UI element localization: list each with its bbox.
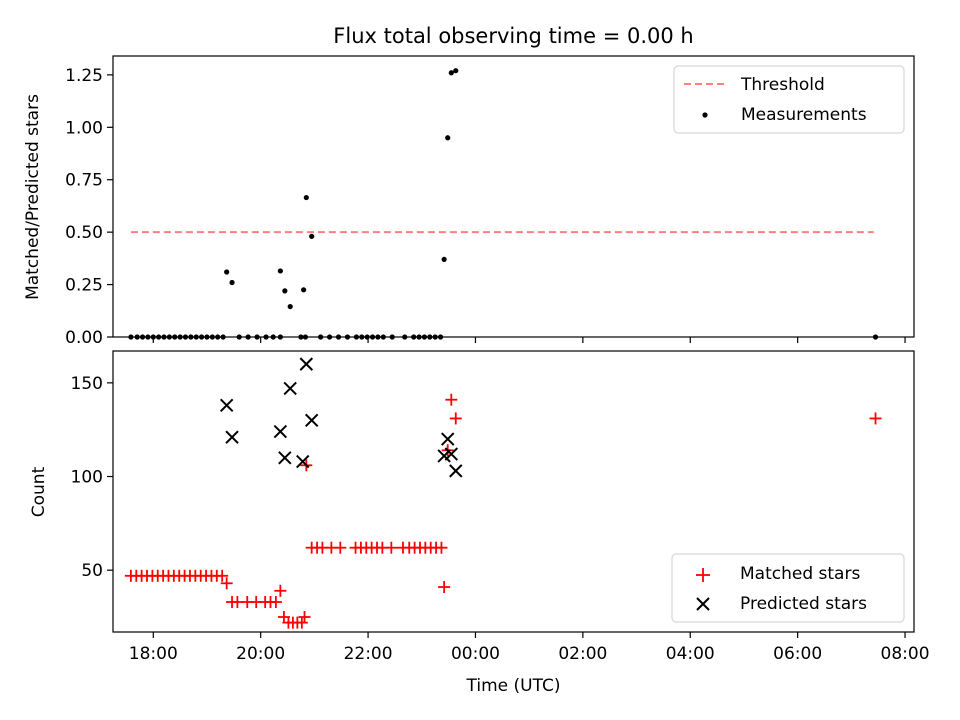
matched-star-point	[869, 412, 882, 425]
predicted-star-point	[296, 454, 310, 469]
predicted-star-point	[449, 464, 463, 478]
measurement-point	[453, 68, 459, 74]
legend-measurements-swatch	[702, 112, 708, 118]
bottom-y-ticks: 50 100 150	[71, 374, 113, 581]
predicted-star-point	[299, 357, 314, 371]
measurement-point	[229, 279, 235, 286]
bottom-legend: Matched stars Predicted stars	[671, 553, 905, 623]
x-tick-label: 00:00	[451, 644, 500, 664]
top-panel: Flux total observing time = 0.00 h 0.000…	[23, 24, 915, 348]
top-y-tick-label: 0.50	[65, 223, 103, 243]
bottom-y-tick-label: 150	[71, 374, 103, 394]
legend-predicted-label: Predicted stars	[740, 594, 867, 614]
top-frame	[112, 55, 915, 338]
legend-matched-swatch	[696, 568, 710, 582]
predicted-star-point	[273, 424, 288, 439]
top-title: Flux total observing time = 0.00 h	[333, 24, 693, 48]
legend-matched-label: Matched stars	[740, 564, 860, 584]
top-x-ticks	[152, 337, 906, 343]
matched-star-point	[269, 596, 282, 609]
matched-star-point	[274, 584, 287, 597]
top-legend: Threshold Measurements	[673, 65, 905, 134]
matched-star-point	[445, 393, 458, 406]
predicted-star-point	[283, 381, 297, 396]
measurement-point	[277, 268, 283, 274]
matched-star-point	[449, 412, 462, 425]
top-y-ticks: 0.00 0.25 0.50 0.75 1.00 1.25	[65, 66, 113, 348]
measurement-point	[303, 194, 309, 201]
bottom-frame	[112, 350, 915, 633]
matched-star-point	[216, 569, 229, 582]
predicted-star-point	[225, 430, 239, 444]
predicted-star-point	[304, 413, 319, 428]
x-axis-label: Time (UTC)	[466, 676, 561, 696]
bottom-y-axis-label: Count	[29, 466, 49, 517]
bottom-y-tick-label: 100	[71, 468, 103, 488]
top-y-tick-label: 1.00	[65, 118, 103, 138]
matched-star-point	[295, 616, 308, 629]
measurement-point	[445, 135, 451, 141]
top-y-tick-label: 0.25	[65, 276, 103, 296]
top-legend-box	[673, 65, 905, 134]
matched-star-point	[220, 577, 233, 590]
top-y-tick-label: 0.00	[65, 328, 103, 348]
predicted-star-point	[441, 432, 455, 446]
x-tick-label: 04:00	[666, 644, 715, 664]
bottom-y-tick-label: 50	[81, 561, 103, 581]
measurement-point	[287, 303, 293, 310]
measurement-point	[309, 233, 315, 239]
predicted-star-point	[219, 398, 234, 413]
x-tick-label: 02:00	[558, 644, 607, 664]
legend-threshold-label: Threshold	[740, 75, 825, 95]
bottom-x-ticks: 18:00 20:00 22:00 00:00 02:00 04:00 06:00 08:00	[129, 632, 930, 664]
matched-star-point	[298, 611, 311, 624]
top-y-tick-label: 1.25	[65, 66, 103, 86]
matched-star-point	[438, 581, 451, 594]
matched-star-point	[435, 541, 448, 554]
x-tick-label: 18:00	[129, 644, 178, 664]
predicted-star-point	[278, 451, 292, 465]
legend-predicted-swatch	[696, 597, 710, 611]
predicted-star-point	[444, 447, 459, 461]
top-y-tick-label: 0.75	[65, 171, 103, 191]
x-tick-label: 20:00	[236, 644, 285, 664]
x-tick-label: 08:00	[881, 644, 930, 664]
matched-star-point	[385, 541, 398, 554]
measurement-point	[448, 70, 454, 76]
bottom-marks	[124, 357, 882, 629]
legend-measurements-label: Measurements	[741, 105, 867, 125]
x-tick-label: 06:00	[773, 644, 822, 664]
matched-star-point	[334, 541, 347, 554]
bottom-panel: 50 100 150 18:00 20:00 22:00 00:00 02:00 04:00 0…	[29, 350, 930, 696]
x-tick-label: 22:00	[344, 644, 393, 664]
measurement-point	[441, 256, 447, 263]
measurement-point	[282, 288, 288, 294]
bottom-legend-box	[671, 553, 905, 623]
measurement-point	[224, 269, 230, 275]
measurement-point	[301, 287, 307, 293]
top-y-axis-label: Matched/Predicted stars	[23, 94, 43, 300]
